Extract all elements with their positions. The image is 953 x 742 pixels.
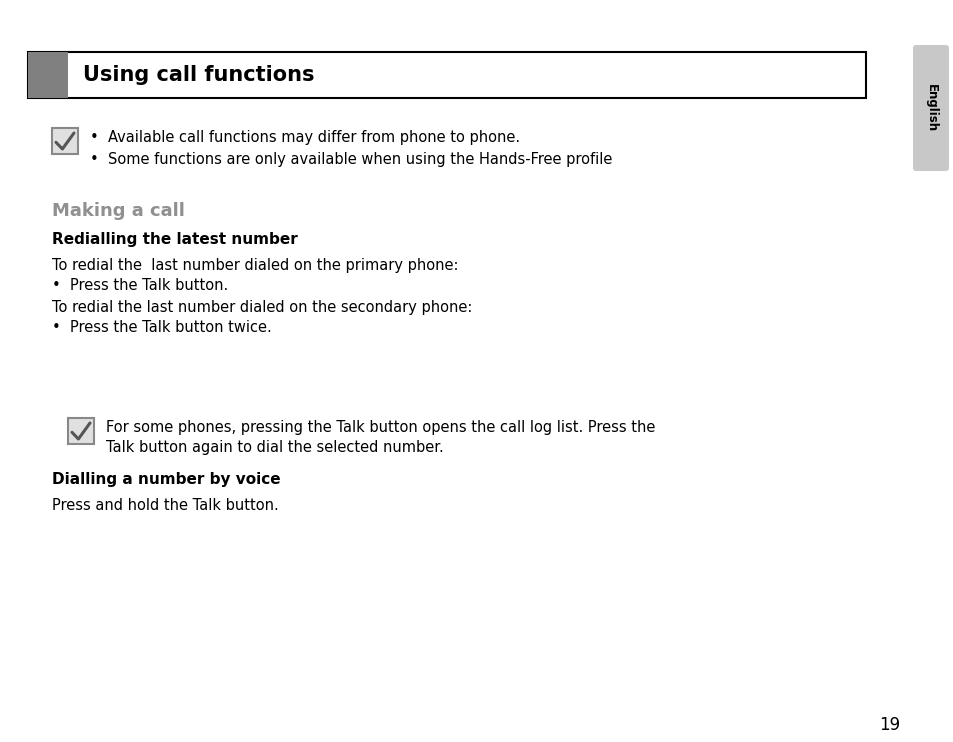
Bar [68, 418, 94, 444]
Text: Talk button again to dial the selected number.: Talk button again to dial the selected n… [106, 440, 443, 455]
Bar [52, 128, 78, 154]
Text: •  Available call functions may differ from phone to phone.: • Available call functions may differ fr… [90, 130, 519, 145]
Text: Redialling the latest number: Redialling the latest number [52, 232, 297, 247]
Text: Making a call: Making a call [52, 202, 185, 220]
Text: To redial the  last number dialed on the primary phone:: To redial the last number dialed on the … [52, 258, 458, 273]
Text: For some phones, pressing the Talk button opens the call log list. Press the: For some phones, pressing the Talk butto… [106, 420, 655, 435]
Text: •  Press the Talk button.: • Press the Talk button. [52, 278, 228, 293]
Text: To redial the last number dialed on the secondary phone:: To redial the last number dialed on the … [52, 300, 472, 315]
Text: •  Some functions are only available when using the Hands-Free profile: • Some functions are only available when… [90, 152, 612, 167]
FancyBboxPatch shape [912, 45, 948, 171]
Text: Press and hold the Talk button.: Press and hold the Talk button. [52, 498, 278, 513]
Text: Using call functions: Using call functions [83, 65, 314, 85]
Text: Dialling a number by voice: Dialling a number by voice [52, 472, 280, 487]
Text: English: English [923, 84, 937, 132]
Bar [28, 52, 865, 98]
Text: 19: 19 [878, 716, 899, 734]
Bar [28, 52, 68, 98]
Text: •  Press the Talk button twice.: • Press the Talk button twice. [52, 320, 272, 335]
